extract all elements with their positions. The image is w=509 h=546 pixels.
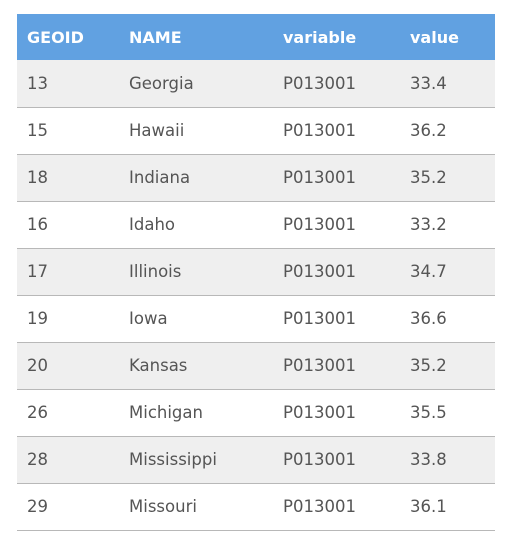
cell-geoid: 13 bbox=[27, 73, 48, 93]
table-row: 19 Iowa P013001 36.6 bbox=[17, 295, 495, 342]
cell-value: 36.6 bbox=[410, 309, 447, 328]
table-row: 18 Indiana P013001 35.2 bbox=[17, 154, 495, 201]
table-header: GEOID NAME variable value bbox=[17, 14, 495, 60]
table-row: 29 Missouri P013001 36.1 bbox=[17, 483, 495, 530]
cell-variable: P013001 bbox=[283, 73, 356, 93]
data-table-container: GEOID NAME variable value 13 Georgia P01… bbox=[17, 14, 495, 531]
cell-geoid: 19 bbox=[27, 309, 48, 328]
cell-variable: P013001 bbox=[283, 262, 356, 281]
cell-geoid: 26 bbox=[27, 403, 48, 422]
cell-variable: P013001 bbox=[283, 450, 356, 469]
cell-value: 33.2 bbox=[410, 215, 447, 234]
cell-value: 35.5 bbox=[410, 403, 447, 422]
cell-name: Missouri bbox=[129, 497, 197, 516]
cell-value: 36.1 bbox=[410, 497, 447, 516]
cell-geoid: 16 bbox=[27, 215, 48, 234]
column-header-geoid: GEOID bbox=[27, 27, 84, 47]
cell-value: 36.2 bbox=[410, 121, 447, 140]
cell-geoid: 15 bbox=[27, 121, 48, 140]
table-row: 26 Michigan P013001 35.5 bbox=[17, 389, 495, 436]
table-row: 15 Hawaii P013001 36.2 bbox=[17, 107, 495, 154]
cell-value: 33.8 bbox=[410, 450, 447, 469]
cell-geoid: 17 bbox=[27, 262, 48, 281]
cell-name: Mississippi bbox=[129, 450, 217, 469]
cell-value: 35.2 bbox=[410, 356, 447, 375]
table-row: 17 Illinois P013001 34.7 bbox=[17, 248, 495, 295]
cell-name: Michigan bbox=[129, 403, 203, 422]
cell-name: Indiana bbox=[129, 168, 191, 187]
cell-variable: P013001 bbox=[283, 497, 356, 516]
header-row: GEOID NAME variable value bbox=[17, 14, 495, 60]
cell-name: Iowa bbox=[129, 309, 168, 328]
column-header-value: value bbox=[410, 27, 459, 47]
table-body: 13 Georgia P013001 33.4 15 Hawaii P01300… bbox=[17, 60, 495, 530]
table-row: 16 Idaho P013001 33.2 bbox=[17, 201, 495, 248]
table-row: 13 Georgia P013001 33.4 bbox=[17, 60, 495, 107]
cell-variable: P013001 bbox=[283, 356, 356, 375]
cell-name: Idaho bbox=[129, 215, 176, 234]
column-header-variable: variable bbox=[283, 27, 357, 47]
cell-geoid: 18 bbox=[27, 168, 48, 187]
table-row: 20 Kansas P013001 35.2 bbox=[17, 342, 495, 389]
cell-variable: P013001 bbox=[283, 403, 356, 422]
cell-variable: P013001 bbox=[283, 309, 356, 328]
cell-name: Georgia bbox=[129, 73, 194, 93]
cell-geoid: 20 bbox=[27, 356, 48, 375]
cell-variable: P013001 bbox=[283, 215, 356, 234]
column-header-name: NAME bbox=[129, 27, 182, 47]
cell-name: Kansas bbox=[129, 356, 188, 375]
cell-geoid: 29 bbox=[27, 497, 48, 516]
data-table: GEOID NAME variable value 13 Georgia P01… bbox=[17, 14, 495, 531]
cell-variable: P013001 bbox=[283, 168, 356, 187]
cell-value: 34.7 bbox=[410, 262, 447, 281]
cell-value: 35.2 bbox=[410, 168, 447, 187]
cell-name: Illinois bbox=[129, 262, 182, 281]
cell-value: 33.4 bbox=[410, 73, 447, 93]
cell-variable: P013001 bbox=[283, 121, 356, 140]
cell-name: Hawaii bbox=[129, 121, 185, 140]
table-row: 28 Mississippi P013001 33.8 bbox=[17, 436, 495, 483]
cell-geoid: 28 bbox=[27, 450, 48, 469]
